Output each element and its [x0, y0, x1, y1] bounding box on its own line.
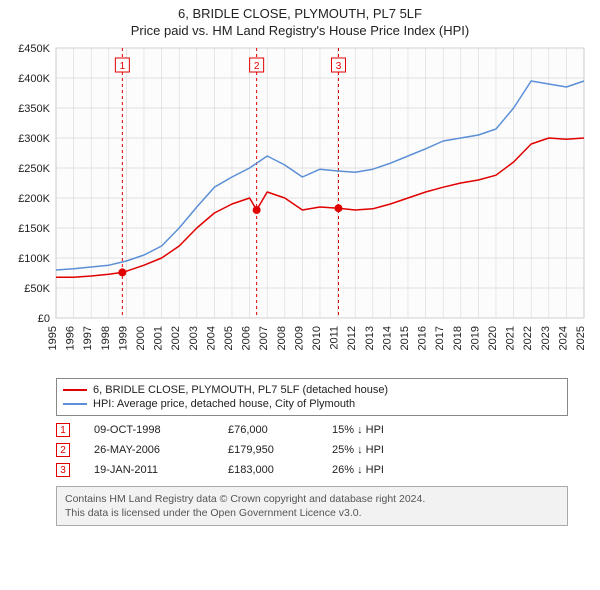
marker-date: 19-JAN-2011 [94, 464, 204, 476]
svg-text:2022: 2022 [522, 326, 534, 350]
legend-label: HPI: Average price, detached house, City… [93, 398, 355, 410]
svg-text:£200K: £200K [18, 193, 50, 205]
svg-text:2012: 2012 [346, 326, 358, 350]
marker-date: 09-OCT-1998 [94, 424, 204, 436]
svg-text:2003: 2003 [188, 326, 200, 350]
svg-text:1998: 1998 [100, 326, 112, 350]
svg-text:2010: 2010 [311, 326, 323, 350]
marker-diff: 15% ↓ HPI [332, 424, 432, 436]
svg-text:3: 3 [336, 61, 342, 72]
chart-subtitle: Price paid vs. HM Land Registry's House … [0, 21, 600, 42]
svg-text:£400K: £400K [18, 73, 50, 85]
marker-row: 2 26-MAY-2006 £179,950 25% ↓ HPI [56, 440, 568, 460]
svg-text:2021: 2021 [505, 326, 517, 350]
marker-row: 3 19-JAN-2011 £183,000 26% ↓ HPI [56, 460, 568, 480]
footer-line: Contains HM Land Registry data © Crown c… [65, 492, 559, 506]
marker-price: £183,000 [228, 464, 308, 476]
svg-text:2: 2 [254, 61, 260, 72]
svg-text:2015: 2015 [399, 326, 411, 350]
svg-text:2007: 2007 [258, 326, 270, 350]
svg-text:2001: 2001 [153, 326, 165, 350]
svg-text:2020: 2020 [487, 326, 499, 350]
legend: 6, BRIDLE CLOSE, PLYMOUTH, PL7 5LF (deta… [56, 378, 568, 416]
svg-text:2002: 2002 [170, 326, 182, 350]
svg-text:1996: 1996 [65, 326, 77, 350]
svg-text:2008: 2008 [276, 326, 288, 350]
svg-text:1: 1 [120, 61, 126, 72]
marker-date: 26-MAY-2006 [94, 444, 204, 456]
svg-text:2025: 2025 [575, 326, 587, 350]
svg-text:2016: 2016 [417, 326, 429, 350]
legend-swatch [63, 403, 87, 405]
svg-text:£150K: £150K [18, 223, 50, 235]
marker-diff: 25% ↓ HPI [332, 444, 432, 456]
chart-title: 6, BRIDLE CLOSE, PLYMOUTH, PL7 5LF [0, 0, 600, 21]
svg-text:2019: 2019 [469, 326, 481, 350]
marker-row: 1 09-OCT-1998 £76,000 15% ↓ HPI [56, 420, 568, 440]
chart-svg: £0 £50K £100K £150K £200K £250K £300K £350K £400… [0, 42, 600, 372]
svg-text:2024: 2024 [557, 326, 569, 350]
svg-text:£350K: £350K [18, 103, 50, 115]
marker-price: £76,000 [228, 424, 308, 436]
svg-text:2023: 2023 [540, 326, 552, 350]
chart-container: 6, BRIDLE CLOSE, PLYMOUTH, PL7 5LF Price… [0, 0, 600, 590]
marker-badge: 3 [56, 463, 70, 477]
svg-text:£450K: £450K [18, 43, 50, 55]
marker-badge: 2 [56, 443, 70, 457]
svg-text:2017: 2017 [434, 326, 446, 350]
footer-line: This data is licensed under the Open Gov… [65, 506, 559, 520]
legend-item: 6, BRIDLE CLOSE, PLYMOUTH, PL7 5LF (deta… [63, 383, 561, 397]
svg-text:2014: 2014 [381, 326, 393, 350]
svg-text:2011: 2011 [329, 326, 341, 350]
marker-badge: 1 [56, 423, 70, 437]
marker-diff: 26% ↓ HPI [332, 464, 432, 476]
svg-text:£0: £0 [38, 313, 50, 325]
svg-text:2006: 2006 [241, 326, 253, 350]
svg-text:2000: 2000 [135, 326, 147, 350]
svg-text:2005: 2005 [223, 326, 235, 350]
svg-text:2018: 2018 [452, 326, 464, 350]
svg-text:£50K: £50K [24, 283, 50, 295]
svg-text:£100K: £100K [18, 253, 50, 265]
chart-plot: £0 £50K £100K £150K £200K £250K £300K £350K £400… [0, 42, 600, 372]
svg-text:1995: 1995 [47, 326, 59, 350]
marker-price: £179,950 [228, 444, 308, 456]
svg-text:1997: 1997 [82, 326, 94, 350]
svg-text:2004: 2004 [205, 326, 217, 350]
svg-text:£250K: £250K [18, 163, 50, 175]
legend-label: 6, BRIDLE CLOSE, PLYMOUTH, PL7 5LF (deta… [93, 384, 388, 396]
footer: Contains HM Land Registry data © Crown c… [56, 486, 568, 526]
legend-swatch [63, 389, 87, 391]
svg-text:1999: 1999 [117, 326, 129, 350]
svg-text:2013: 2013 [364, 326, 376, 350]
legend-item: HPI: Average price, detached house, City… [63, 397, 561, 411]
svg-text:£300K: £300K [18, 133, 50, 145]
marker-table: 1 09-OCT-1998 £76,000 15% ↓ HPI 2 26-MAY… [56, 420, 568, 480]
svg-text:2009: 2009 [293, 326, 305, 350]
